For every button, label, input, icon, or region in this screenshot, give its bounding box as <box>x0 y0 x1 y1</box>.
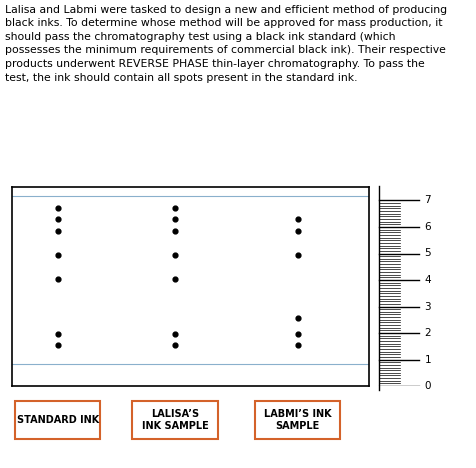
Point <box>171 227 179 235</box>
Text: 5: 5 <box>425 249 431 258</box>
Text: STANDARD INK: STANDARD INK <box>17 415 99 425</box>
Point <box>171 251 179 258</box>
Text: 6: 6 <box>425 222 431 232</box>
FancyBboxPatch shape <box>132 402 218 439</box>
Point <box>294 341 301 349</box>
Point <box>294 251 301 258</box>
Point <box>54 341 61 349</box>
Point <box>171 341 179 349</box>
Point <box>54 251 61 258</box>
Point <box>294 215 301 223</box>
Text: 0: 0 <box>425 381 431 391</box>
Point <box>171 275 179 282</box>
Point <box>54 205 61 212</box>
Point <box>171 205 179 212</box>
Text: 2: 2 <box>425 328 431 338</box>
Point <box>54 227 61 235</box>
Point <box>54 275 61 282</box>
Point <box>171 330 179 338</box>
Point <box>54 330 61 338</box>
Text: 1: 1 <box>425 355 431 365</box>
Point <box>54 215 61 223</box>
Text: LABMI’S INK
SAMPLE: LABMI’S INK SAMPLE <box>264 409 331 431</box>
Text: LALISA’S
INK SAMPLE: LALISA’S INK SAMPLE <box>142 409 208 431</box>
Point <box>294 227 301 235</box>
Point <box>171 215 179 223</box>
Text: 4: 4 <box>425 275 431 285</box>
FancyBboxPatch shape <box>255 402 340 439</box>
Text: 7: 7 <box>425 196 431 205</box>
Text: 3: 3 <box>425 301 431 312</box>
FancyBboxPatch shape <box>15 402 100 439</box>
Text: Lalisa and Labmi were tasked to design a new and efficient method of producing
b: Lalisa and Labmi were tasked to design a… <box>5 5 447 83</box>
Point <box>294 330 301 338</box>
Point <box>294 314 301 322</box>
